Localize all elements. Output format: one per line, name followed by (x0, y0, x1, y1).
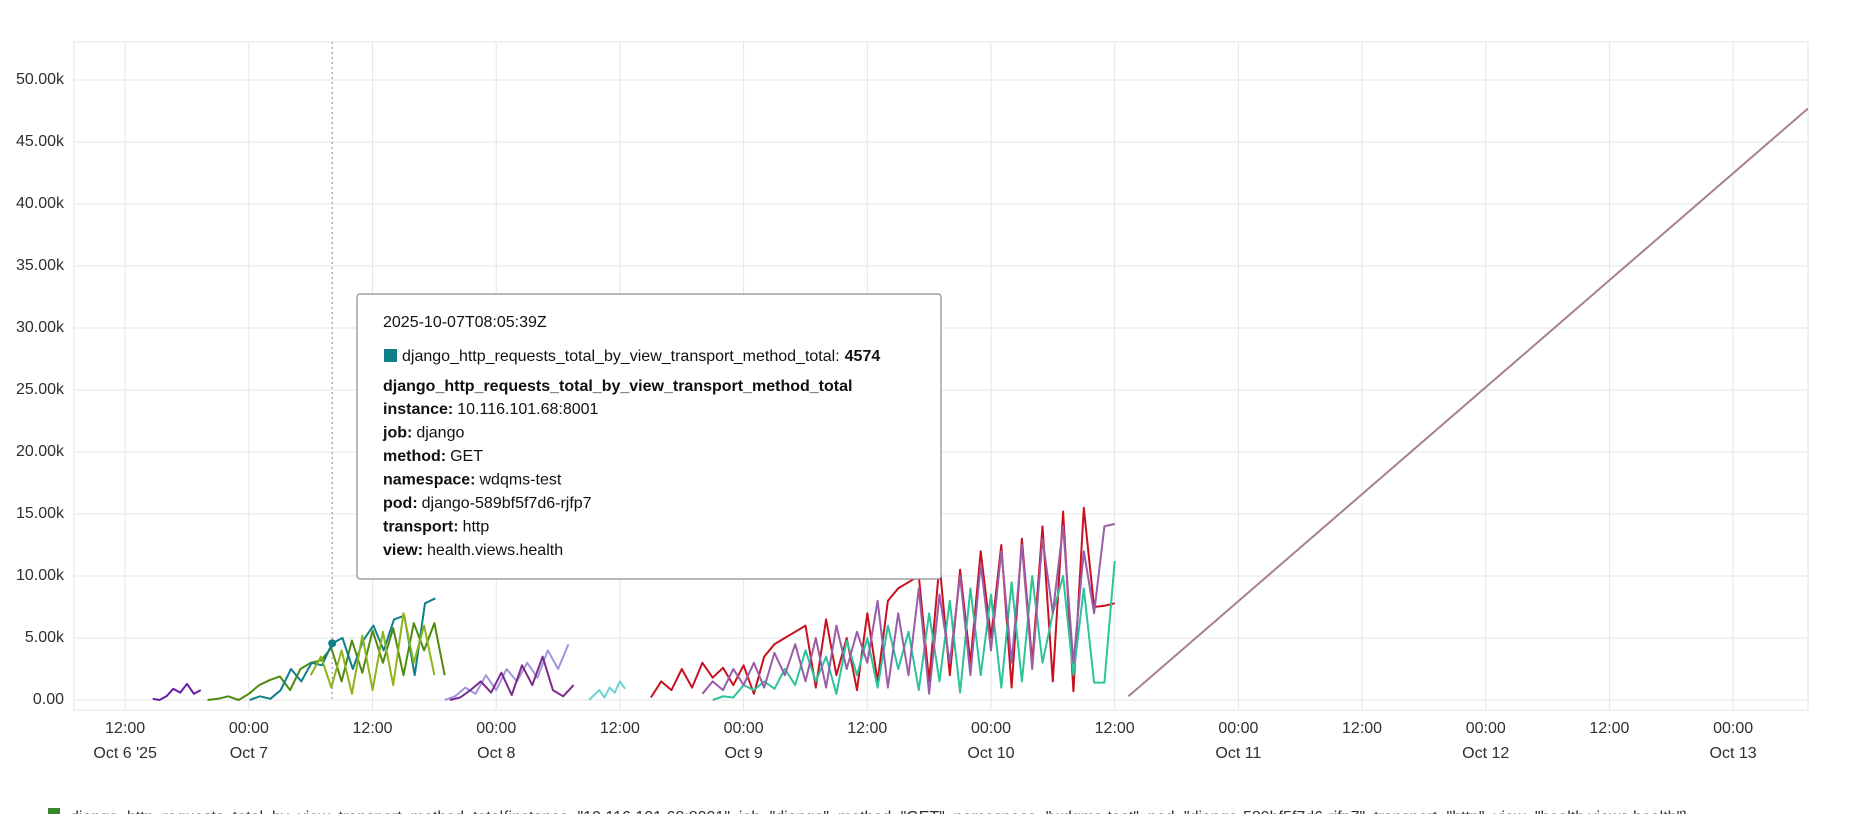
x-tick-label: 00:00 (1466, 720, 1506, 737)
x-tick-label: 12:00 (1342, 720, 1382, 737)
label-key: pod: (383, 495, 418, 512)
x-tick-label: Oct 10 (967, 745, 1014, 762)
tooltip-time: 2025-10-07T08:05:39Z (383, 314, 547, 331)
x-tick-label: 12:00 (353, 720, 393, 737)
x-tick-label: 12:00 (847, 720, 887, 737)
tooltip-label: namespace: wdqms-test (383, 472, 562, 489)
x-tick-label: Oct 6 '25 (93, 745, 157, 762)
series-line (588, 680, 626, 701)
x-tick-label: Oct 11 (1215, 745, 1261, 762)
label-key: job: (382, 425, 412, 442)
label-value: wdqms-test (479, 472, 562, 489)
x-tick-label: 00:00 (1218, 720, 1258, 737)
label-key: transport: (383, 519, 459, 536)
x-tick-label: 00:00 (476, 720, 516, 737)
tooltip-swatch (384, 349, 397, 362)
y-tick-label: 45.00k (16, 133, 65, 150)
label-value: django (416, 425, 464, 442)
x-tick-label: Oct 8 (477, 745, 515, 762)
y-tick-label: 5.00k (25, 629, 65, 646)
y-tick-label: 10.00k (16, 567, 65, 584)
series-line (309, 612, 436, 695)
y-tick-label: 0.00 (33, 691, 64, 708)
tooltip-label: pod: django-589bf5f7d6-rjfp7 (383, 495, 592, 512)
legend-swatch[interactable] (48, 808, 60, 814)
y-tick-label: 35.00k (16, 257, 65, 274)
label-key: namespace: (383, 472, 476, 489)
legend: django_http_requests_total_by_view_trans… (48, 808, 1688, 814)
x-tick-label: 12:00 (105, 720, 145, 737)
x-tick-label: 00:00 (1713, 720, 1753, 737)
hover-point (328, 639, 337, 648)
x-tick-label: Oct 7 (230, 745, 268, 762)
label-value: health.views.health (427, 542, 563, 559)
series-line (152, 682, 202, 701)
tooltip-label: method: GET (383, 448, 483, 465)
tooltip-series-name: django_http_requests_total_by_view_trans… (402, 348, 840, 365)
tooltip-series: django_http_requests_total_by_view_trans… (402, 348, 880, 365)
tooltip: 2025-10-07T08:05:39Z django_http_requests… (328, 42, 942, 700)
x-tick-label: 00:00 (971, 720, 1011, 737)
label-value: GET (450, 448, 483, 465)
tooltip-box (356, 293, 942, 580)
x-tick-label: Oct 12 (1462, 745, 1509, 762)
x-tick-label: Oct 9 (725, 745, 763, 762)
label-key: view: (383, 542, 423, 559)
series-line (444, 643, 570, 701)
label-key: instance: (383, 401, 453, 418)
plot-frame (73, 41, 1809, 711)
tooltip-metric: django_http_requests_total_by_view_trans… (383, 378, 852, 395)
x-tick-label: Oct 13 (1710, 745, 1757, 762)
x-tick-label: 12:00 (600, 720, 640, 737)
series-line (449, 655, 575, 701)
x-tick-label: 00:00 (229, 720, 269, 737)
y-tick-label: 40.00k (16, 195, 65, 212)
series-lines (152, 107, 1809, 701)
series-line (207, 622, 446, 701)
series-line (701, 522, 1115, 695)
y-tick-label: 25.00k (16, 381, 65, 398)
label-value: 10.116.101.68:8001 (457, 401, 598, 418)
label-key: method: (383, 448, 446, 465)
tooltip-label: view: health.views.health (383, 542, 563, 559)
series-line (1127, 107, 1809, 698)
series-line (249, 597, 436, 701)
y-tick-label: 30.00k (16, 319, 65, 336)
tooltip-label: job: django (382, 425, 464, 442)
series-line (712, 561, 1116, 701)
tooltip-label: instance: 10.116.101.68:8001 (383, 401, 599, 418)
x-tick-label: 12:00 (1589, 720, 1629, 737)
tooltip-label: transport: http (383, 519, 489, 536)
label-value: django-589bf5f7d6-rjfp7 (422, 495, 592, 512)
y-tick-label: 50.00k (16, 71, 65, 88)
tooltip-value: 4574 (845, 348, 881, 365)
x-tick-label: 12:00 (1095, 720, 1135, 737)
label-value: http (463, 519, 490, 536)
x-tick-label: 00:00 (724, 720, 764, 737)
y-tick-label: 20.00k (16, 443, 65, 460)
legend-label[interactable]: django_http_requests_total_by_view_trans… (70, 809, 1688, 814)
y-tick-label: 15.00k (16, 505, 65, 522)
